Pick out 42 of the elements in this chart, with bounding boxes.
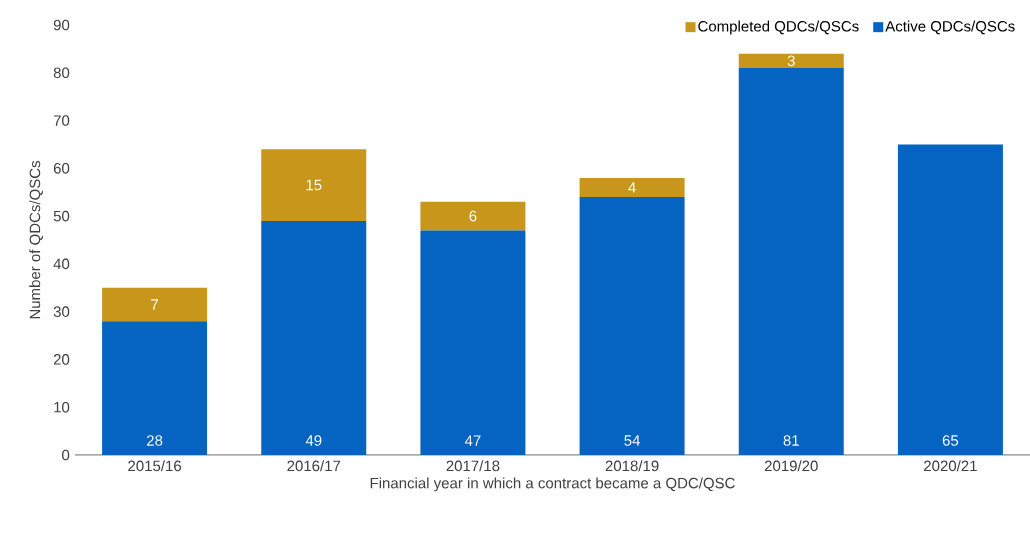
bar xyxy=(261,149,367,221)
data-label: 49 xyxy=(305,435,322,446)
bar xyxy=(738,53,844,68)
x-tick-label: 2016/17 xyxy=(287,460,341,472)
x-tick-label: 2018/19 xyxy=(605,460,659,472)
y-tick-label: 90 xyxy=(53,19,70,31)
bar xyxy=(420,230,526,455)
x-tick-label: 2015/16 xyxy=(128,460,182,472)
data-label: 15 xyxy=(306,179,322,191)
data-label: 47 xyxy=(464,435,481,446)
x-tick-label: 2019/20 xyxy=(764,460,818,472)
y-axis-title: Number of QDCs/QSCs xyxy=(29,160,43,319)
bar xyxy=(738,68,844,455)
y-tick-label: 80 xyxy=(53,67,70,79)
bar xyxy=(261,220,367,455)
y-tick-label: 60 xyxy=(53,163,70,174)
bar xyxy=(579,177,685,197)
data-label: 81 xyxy=(783,435,799,446)
y-tick-label: 50 xyxy=(53,210,70,222)
data-label: 7 xyxy=(151,299,159,310)
data-label: 4 xyxy=(628,182,636,193)
x-tick-label: 2017/18 xyxy=(446,460,500,472)
x-tick-label: 2020/21 xyxy=(924,460,977,472)
bar xyxy=(420,201,526,231)
legend-label: Active QDCs/QSCs xyxy=(885,20,1015,35)
y-tick-label: 20 xyxy=(53,354,70,365)
y-tick-label: 0 xyxy=(62,449,70,461)
y-tick-label: 70 xyxy=(53,115,70,126)
bar xyxy=(579,197,685,455)
x-axis-title: Financial year in which a contract became a QDC/QSC xyxy=(370,477,735,492)
bar xyxy=(102,321,208,455)
data-label: 6 xyxy=(469,210,477,222)
y-tick-label: 10 xyxy=(54,401,70,413)
data-label: 28 xyxy=(147,435,163,446)
data-label: 65 xyxy=(942,435,959,446)
bar xyxy=(102,287,208,322)
data-label: 3 xyxy=(787,55,795,67)
y-tick-label: 40 xyxy=(53,258,70,270)
data-label: 54 xyxy=(624,435,640,446)
y-tick-label: 30 xyxy=(53,306,70,317)
bar xyxy=(897,144,1003,455)
legend-label: Completed QDCs/QSCs xyxy=(698,20,859,35)
